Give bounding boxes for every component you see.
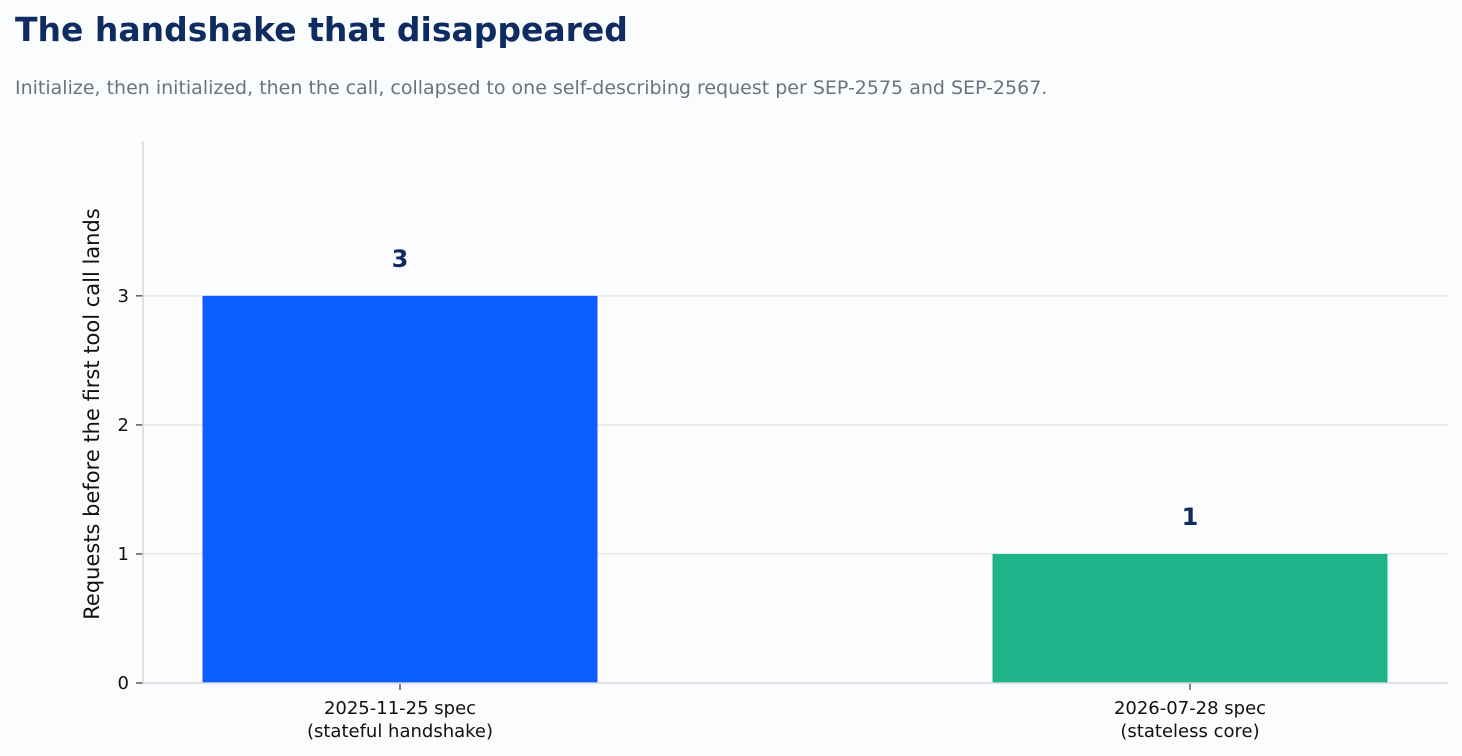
x-tick-label-0-1: (stateful handshake) xyxy=(307,721,493,742)
labels: 0 1 2 3 3 2025-11-25 spec(stateful handshake)… xyxy=(80,208,1266,742)
y-tick-label-2: 2 xyxy=(118,415,129,436)
bars xyxy=(202,295,1388,683)
chart-title: The handshake that disappeared xyxy=(15,10,628,49)
bar-1 xyxy=(992,553,1388,683)
bar-0 xyxy=(202,295,598,683)
y-tick-label-1: 1 xyxy=(118,544,129,565)
y-tick-label-3: 3 xyxy=(118,286,129,307)
x-tick-label-1-0: 2026-07-28 spec xyxy=(1114,698,1266,719)
x-tick-label-1-1: (stateless core) xyxy=(1120,721,1259,742)
x-tick-label-0-0: 2025-11-25 spec xyxy=(324,698,476,719)
data-label-0: 3 xyxy=(392,245,409,273)
chart-subtitle: Initialize, then initialized, then the c… xyxy=(15,77,1048,99)
y-axis-label: Requests before the first tool call land… xyxy=(80,208,104,620)
axes xyxy=(136,141,1448,690)
data-label-1: 1 xyxy=(1182,503,1199,531)
y-tick-label-0: 0 xyxy=(118,673,129,694)
